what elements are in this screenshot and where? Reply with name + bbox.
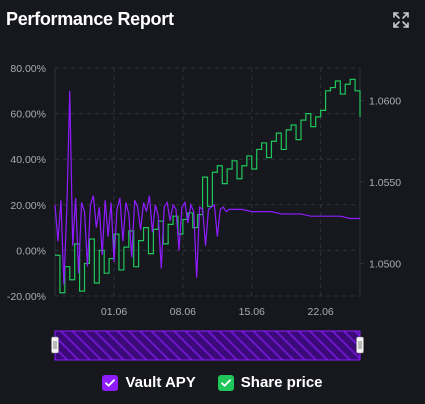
check-icon [105, 378, 116, 387]
check-icon [220, 378, 231, 387]
y-right-tick-label: 1.0550 [369, 177, 401, 189]
y-right-tick-label: 1.0500 [369, 258, 401, 270]
y-left-tick-label: 20.00% [10, 200, 46, 212]
x-tick-label: 01.06 [101, 306, 127, 318]
x-tick-label: 22.06 [308, 306, 334, 318]
y-left-tick-label: -20.00% [7, 291, 46, 303]
x-tick-label: 15.06 [239, 306, 265, 318]
y-left-tick-label: 60.00% [10, 109, 46, 121]
navigator-handle-left[interactable] [51, 336, 59, 354]
series-lines [54, 78, 361, 294]
legend-label-share-price: Share price [240, 374, 323, 391]
checkbox-vault-apy[interactable] [102, 374, 119, 391]
expand-arrows-icon[interactable] [392, 11, 410, 29]
checkbox-share-price[interactable] [217, 374, 234, 391]
chart-legend: Vault APY Share price [0, 374, 425, 391]
chart-grid [54, 67, 364, 297]
y-axis-right-labels: 1.0600 1.0550 1.0500 [369, 96, 401, 271]
navigator-range[interactable] [54, 330, 361, 361]
legend-label-vault-apy: Vault APY [125, 374, 196, 391]
y-left-tick-label: 40.00% [10, 154, 46, 166]
navigator-handle-right[interactable] [356, 336, 364, 354]
series-line-vault-apy [54, 90, 360, 285]
series-line-share-price [55, 78, 361, 294]
y-right-tick-label: 1.0600 [369, 96, 401, 108]
y-left-tick-label: 0.00% [16, 245, 46, 257]
page-title: Performance Report [6, 9, 174, 29]
performance-chart: 80.00% 60.00% 40.00% 20.00% 0.00% -20.00% 1.0… [7, 63, 401, 361]
y-left-tick-label: 80.00% [10, 63, 46, 75]
x-axis-labels: 01.06 08.06 15.06 22.06 [101, 306, 334, 318]
legend-item-share-price[interactable]: Share price [217, 374, 323, 391]
y-axis-left-labels: 80.00% 60.00% 40.00% 20.00% 0.00% -20.00% [7, 63, 46, 303]
legend-item-vault-apy[interactable]: Vault APY [102, 374, 196, 391]
range-navigator[interactable] [51, 330, 364, 361]
x-tick-label: 08.06 [170, 306, 196, 318]
